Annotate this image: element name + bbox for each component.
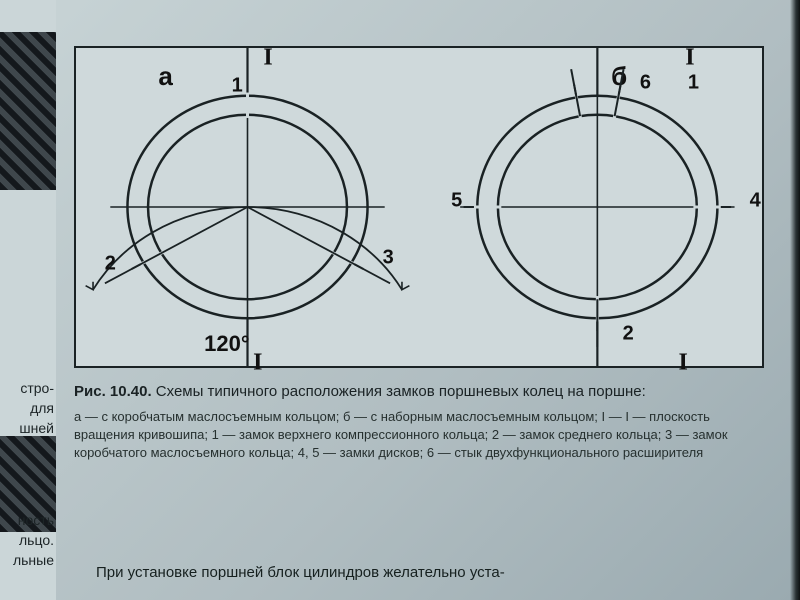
panel-b-svg: [419, 48, 762, 366]
label-b-6: 6: [640, 71, 651, 94]
caption-title-line: Рис. 10.40. Схемы типичного расположения…: [74, 382, 764, 402]
angle-a: 120°: [204, 331, 250, 357]
panel-b: б I I 6 1 5 4 2: [419, 48, 762, 366]
caption-legend: а — с коробчатым маслосъемным кольцом; б…: [74, 408, 764, 462]
figure-caption: Рис. 10.40. Схемы типичного расположения…: [74, 382, 764, 462]
panel-b-svg-wrap: [419, 48, 762, 366]
label-a-2: 2: [105, 253, 116, 276]
left-text-3: ность: [0, 510, 56, 530]
left-text-2: шней: [0, 418, 56, 438]
left-text-5: льные: [0, 550, 56, 570]
photo-patch-1: [0, 32, 56, 190]
label-a-3: 3: [383, 246, 394, 269]
bottom-paragraph: При установке поршней блок цилиндров жел…: [96, 564, 764, 581]
page: стро- для шней ность льцо. льные а I I 1…: [0, 0, 800, 600]
left-text-4: льцо.: [0, 530, 56, 550]
screen-edge: [790, 0, 800, 600]
label-b-1: 1: [688, 71, 699, 94]
label-b-4: 4: [750, 189, 761, 212]
left-strip: стро- для шней ность льцо. льные: [0, 0, 56, 600]
roman-a-bot: I: [253, 349, 262, 376]
roman-b-top: I: [685, 44, 694, 71]
label-b-2: 2: [623, 323, 634, 346]
roman-b-bot: I: [678, 349, 687, 376]
left-text-1: для: [0, 398, 56, 418]
figure-number: Рис. 10.40.: [74, 383, 152, 400]
panel-a: а I I 1 2 3 120°: [76, 48, 419, 366]
panel-a-svg: [76, 48, 419, 366]
caption-title: Схемы типичного расположения замков порш…: [156, 383, 646, 400]
label-a-1: 1: [232, 75, 243, 98]
left-text-0: стро-: [0, 378, 56, 398]
roman-a-top: I: [263, 44, 272, 71]
label-b-5: 5: [451, 189, 462, 212]
panel-a-svg-wrap: [76, 48, 419, 366]
figure-box: а I I 1 2 3 120° б I I 6: [74, 46, 764, 368]
